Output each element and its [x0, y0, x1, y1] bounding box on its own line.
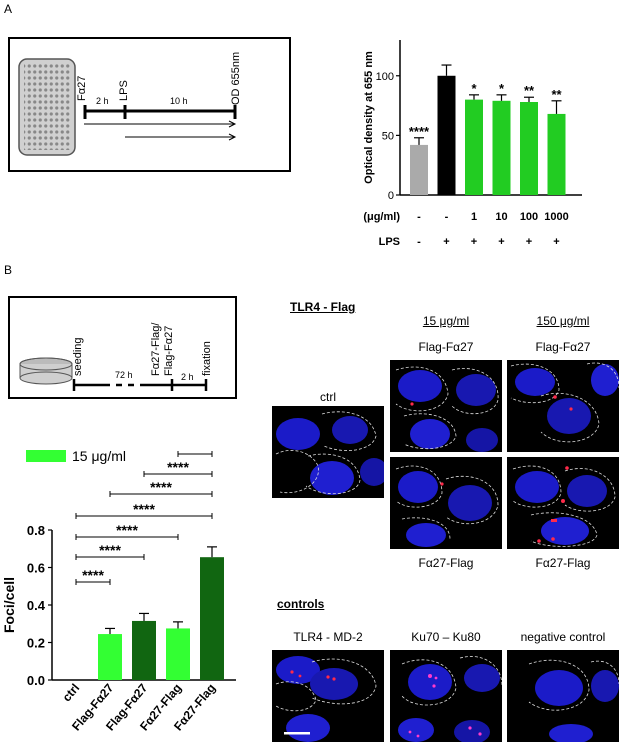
chart-b-bar	[200, 557, 224, 680]
micrograph-tlr4-md2-image	[275, 656, 377, 742]
scheme-a-time-2: 10 h	[170, 96, 188, 106]
chart-a-significance: *	[471, 81, 477, 96]
chart-a-row2-value: +	[498, 236, 504, 248]
label-conc-150: 150 μg/ml	[536, 314, 590, 328]
chart-a-ytick-label: 0	[388, 190, 394, 202]
label-flag-fa27-15: Flag-Fα27	[418, 340, 474, 354]
chart-b-ylabel: Foci/cell	[1, 577, 17, 633]
label-flag-fa27-150: Flag-Fα27	[535, 340, 591, 354]
micrograph-flag-fa27-15-image	[395, 366, 499, 452]
chart-a-row1-label: Fα27 (μg/ml)	[360, 211, 400, 223]
scheme-a-treatment: Fα27	[76, 75, 88, 101]
micrograph-tlr4-md2	[272, 650, 384, 742]
scheme-b-time-seed: 72 h	[115, 370, 133, 380]
label-fa27-flag-15: Fα27-Flag	[418, 556, 474, 570]
scheme-a-stimulus: LPS	[118, 80, 130, 101]
micrograph-ctrl	[272, 406, 384, 498]
chart-b-bracket-label: ****	[133, 501, 155, 517]
chart-b-ytick-label: 0.6	[27, 561, 45, 576]
chart-a-row2-value: +	[471, 236, 477, 248]
micrograph-flag-fa27-15	[390, 360, 502, 452]
chart-a-significance: **	[551, 87, 562, 102]
scheme-a: Fα27 LPS OD 655nm 2 h 10 h	[8, 37, 291, 172]
micrograph-ctrl-image	[275, 411, 384, 495]
chart-a-significance: **	[524, 83, 535, 98]
dish-icon	[19, 357, 73, 371]
micrograph-fa27-flag-15-image	[395, 465, 499, 547]
chart-b-bar	[166, 628, 190, 680]
chart-a-ylabel: Optical density at 655 nm	[363, 51, 375, 184]
micrograph-fa27-flag-150	[507, 457, 619, 549]
chart-a-bar	[465, 99, 483, 195]
micrograph-flag-fa27-150	[507, 360, 619, 452]
chart-b-bracket-label: ****	[82, 567, 104, 583]
label-ku: Ku70 – Ku80	[411, 630, 481, 644]
scheme-b-fixation: fixation	[201, 341, 213, 376]
chart-a-row2-value: -	[417, 236, 421, 248]
scheme-b-seeding: seeding	[72, 337, 84, 376]
scheme-a-time-1: 2 h	[96, 96, 109, 106]
chart-b-ytick-label: 0.4	[27, 598, 46, 613]
panel-letter-b: B	[4, 263, 13, 277]
scheme-a-drawing	[18, 58, 237, 156]
chart-a-row2-value: +	[443, 236, 449, 248]
chart-b-bracket-label: ****	[150, 479, 172, 495]
chart-b-legend-label: 15 μg/ml	[72, 450, 126, 464]
chart-b-ytick-label: 0.8	[27, 523, 45, 538]
chart-b-bracket-label: ****	[99, 542, 121, 558]
panel-letter-a: A	[4, 2, 13, 16]
scheme-b-treatment: Fα27-Flag/ Flag-Fα27	[150, 322, 175, 376]
chart-b-bar	[98, 634, 122, 680]
chart-a-bar	[437, 75, 456, 195]
label-controls: controls	[277, 597, 325, 611]
chart-a-bar	[410, 144, 428, 195]
chart-b: 0.00.20.40.60.8Foci/cellctrlFlag-Fα27Fla…	[1, 450, 236, 733]
micrograph-fa27-flag-150-image	[512, 465, 616, 547]
chart-b-bracket-label: ****	[116, 522, 138, 538]
micrograph-ku	[390, 650, 502, 742]
label-conc-15: 15 μg/ml	[422, 314, 470, 328]
chart-b-bar	[132, 620, 156, 680]
scheme-b: seeding 72 h Fα27-Flag/ Flag-Fα27 2 h fi…	[8, 296, 237, 399]
chart-a-significance: *	[499, 81, 505, 96]
label-tlr4-flag: TLR4 - Flag	[290, 300, 356, 314]
chart-b-bracket-label: ****	[184, 450, 206, 455]
chart-a-ytick-label: 50	[382, 130, 394, 142]
chart-a-bar	[547, 113, 566, 195]
scale-bar	[284, 732, 310, 735]
scheme-b-time-treat: 2 h	[181, 372, 194, 382]
chart-a-significance: ****	[409, 124, 430, 139]
micrograph-flag-fa27-150-image	[510, 362, 619, 443]
chart-b-ytick-label: 0.0	[27, 673, 45, 688]
chart-a-row1-value: 1	[471, 211, 477, 223]
micrograph-negative-image	[528, 659, 619, 742]
chart-b-category-label: ctrl	[60, 681, 83, 704]
chart-a-ytick-label: 100	[376, 71, 394, 83]
micrograph-fa27-flag-15	[390, 457, 502, 549]
micrograph-negative	[507, 650, 619, 742]
chart-b-bracket-label: ****	[167, 459, 189, 475]
chart-a-bar	[520, 102, 538, 195]
chart-a-row2-label: LPS	[379, 236, 400, 248]
chart-b-ytick-label: 0.2	[27, 636, 45, 651]
chart-a-row1-value: 100	[520, 211, 538, 223]
scheme-b-drawing	[19, 357, 208, 391]
chart-a-bar	[492, 100, 511, 195]
chart-a-row2-value: +	[553, 236, 559, 248]
chart-b-legend-swatch	[26, 450, 66, 462]
chart-a-row1-value: -	[445, 211, 449, 223]
label-tlr4-md2: TLR4 - MD-2	[293, 630, 363, 644]
chart-a-row1-value: 10	[495, 211, 507, 223]
label-fa27-flag-150: Fα27-Flag	[535, 556, 591, 570]
label-ctrl: ctrl	[320, 390, 336, 404]
chart-a-row1-value: 1000	[544, 211, 568, 223]
label-neg: negative control	[520, 630, 606, 644]
micrograph-ku-image	[398, 656, 502, 742]
chart-a-row2-value: +	[526, 236, 532, 248]
scheme-a-readout: OD 655nm	[230, 51, 242, 105]
chart-a-row1-value: -	[417, 211, 421, 223]
